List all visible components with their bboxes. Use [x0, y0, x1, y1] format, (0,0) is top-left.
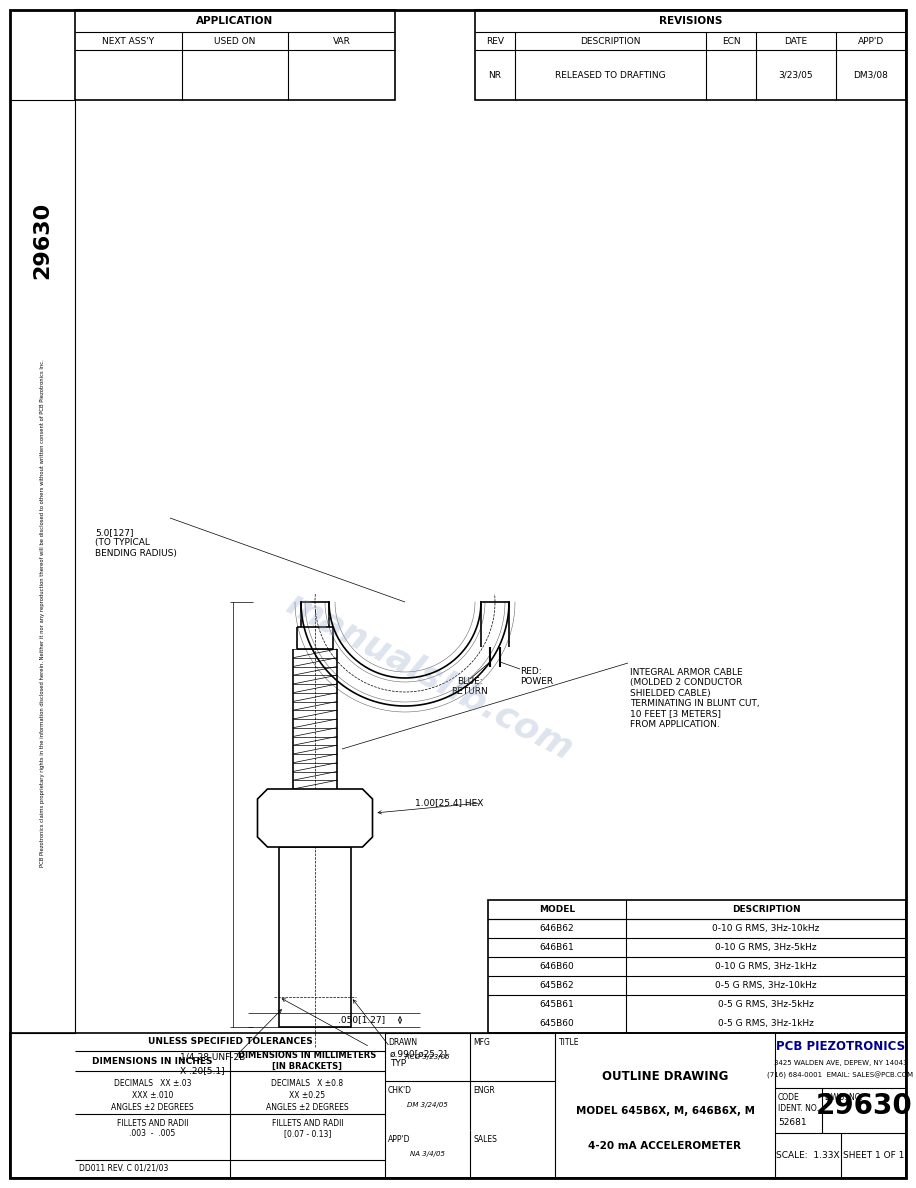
Text: DESCRIPTION: DESCRIPTION	[580, 37, 641, 45]
Text: ANGLES ±2 DEGREES: ANGLES ±2 DEGREES	[111, 1104, 194, 1112]
Text: 645B61: 645B61	[540, 1000, 574, 1009]
Text: INTEGRAL ARMOR CABLE
(MOLDED 2 CONDUCTOR
SHIELDED CABLE)
TERMINATING IN BLUNT CU: INTEGRAL ARMOR CABLE (MOLDED 2 CONDUCTOR…	[630, 668, 759, 729]
Text: DECIMALS   X ±0.8: DECIMALS X ±0.8	[271, 1080, 344, 1088]
Bar	[10, 100, 75, 1034]
Text: SALES: SALES	[473, 1135, 496, 1144]
Text: 0-10 G RMS, 3Hz-10kHz: 0-10 G RMS, 3Hz-10kHz	[713, 924, 820, 933]
Text: 3/23/05: 3/23/05	[779, 70, 813, 80]
Text: DRAWN: DRAWN	[388, 1038, 417, 1047]
Text: NA 3/4/05: NA 3/4/05	[410, 1151, 445, 1157]
Text: CODE: CODE	[778, 1093, 800, 1102]
Text: 3425 WALDEN AVE, DEPEW, NY 14043: 3425 WALDEN AVE, DEPEW, NY 14043	[774, 1060, 907, 1066]
Text: VAR: VAR	[333, 37, 351, 45]
Text: UNLESS SPECIFIED TOLERANCES: UNLESS SPECIFIED TOLERANCES	[147, 1037, 312, 1047]
Text: 646B62: 646B62	[540, 924, 574, 933]
Text: PCB PIEZOTRONICS: PCB PIEZOTRONICS	[776, 1041, 905, 1054]
Text: DM 3/24/05: DM 3/24/05	[407, 1102, 448, 1108]
Text: SCALE:  1.33X: SCALE: 1.33X	[776, 1151, 840, 1159]
Text: 645B62: 645B62	[540, 981, 574, 990]
Text: DESCRIPTION: DESCRIPTION	[732, 905, 801, 914]
Text: MODEL 645B6X, M, 646B6X, M: MODEL 645B6X, M, 646B6X, M	[575, 1106, 755, 1117]
Text: 0-10 G RMS, 3Hz-1kHz: 0-10 G RMS, 3Hz-1kHz	[715, 962, 817, 971]
Text: RCG 3/23/05: RCG 3/23/05	[405, 1054, 450, 1060]
Text: 1/4-28 UNF-2B: 1/4-28 UNF-2B	[180, 1053, 245, 1062]
Text: BLUE:
RETURN: BLUE: RETURN	[452, 677, 488, 696]
Text: DIMENSIONS IN INCHES: DIMENSIONS IN INCHES	[93, 1056, 213, 1066]
Text: MODEL: MODEL	[539, 905, 575, 914]
Text: [0.07 - 0.13]: [0.07 - 0.13]	[284, 1130, 332, 1138]
Bar	[295, 804, 335, 832]
Text: SHEET 1 OF 1: SHEET 1 OF 1	[843, 1151, 904, 1159]
Text: RED:
POWER: RED: POWER	[520, 666, 553, 687]
Bar	[475, 10, 906, 100]
Text: .050[1.27]: .050[1.27]	[338, 1016, 385, 1024]
Text: XX ±0.25: XX ±0.25	[289, 1092, 325, 1100]
Text: DATE: DATE	[784, 37, 808, 45]
Text: manualslib.com: manualslib.com	[281, 587, 580, 767]
Text: 5.0[127]
(TO TYPICAL
BENDING RADIUS): 5.0[127] (TO TYPICAL BENDING RADIUS)	[95, 527, 177, 558]
Text: 646B61: 646B61	[540, 943, 574, 952]
Text: APP'D: APP'D	[858, 37, 884, 45]
Text: 0-10 G RMS, 3Hz-5kHz: 0-10 G RMS, 3Hz-5kHz	[715, 943, 817, 952]
Text: APPLICATION: APPLICATION	[196, 15, 274, 26]
Text: DWG. NO.: DWG. NO.	[825, 1093, 863, 1102]
Text: 646B60: 646B60	[540, 962, 574, 971]
Text: DM3/08: DM3/08	[854, 70, 889, 80]
Text: 0-5 G RMS, 3Hz-5kHz: 0-5 G RMS, 3Hz-5kHz	[718, 1000, 814, 1009]
Text: USED ON: USED ON	[214, 37, 256, 45]
Text: NR: NR	[488, 70, 501, 80]
Bar	[10, 1034, 906, 1178]
Text: X .20[5.1]: X .20[5.1]	[180, 1067, 224, 1075]
Text: 29630: 29630	[816, 1092, 912, 1119]
Text: (716) 684-0001  EMAIL: SALES@PCB.COM: (716) 684-0001 EMAIL: SALES@PCB.COM	[768, 1072, 913, 1079]
Bar	[75, 10, 395, 100]
Bar	[279, 847, 351, 1026]
Text: 645B60: 645B60	[540, 1019, 574, 1028]
Text: 0-5 G RMS, 3Hz-10kHz: 0-5 G RMS, 3Hz-10kHz	[715, 981, 817, 990]
Text: ANGLES ±2 DEGREES: ANGLES ±2 DEGREES	[267, 1104, 349, 1112]
Text: XXX ±.010: XXX ±.010	[132, 1092, 173, 1100]
Text: FILLETS AND RADII: FILLETS AND RADII	[116, 1119, 189, 1129]
Text: .003  -  .005: .003 - .005	[129, 1130, 176, 1138]
Text: 0-5 G RMS, 3Hz-1kHz: 0-5 G RMS, 3Hz-1kHz	[718, 1019, 814, 1028]
Text: ECN: ECN	[722, 37, 740, 45]
Text: MFG: MFG	[473, 1038, 490, 1047]
Text: DD011 REV. C 01/21/03: DD011 REV. C 01/21/03	[79, 1163, 169, 1173]
Text: ø.990[ø25.2]
TYP: ø.990[ø25.2] TYP	[390, 1049, 448, 1068]
Text: PCB Piezotronics claims proprietary rights in the information disclosed herein. : PCB Piezotronics claims proprietary righ…	[40, 359, 45, 867]
Text: TITLE: TITLE	[559, 1038, 580, 1047]
Text: APP'D: APP'D	[388, 1135, 410, 1144]
Text: 1.00[25.4] HEX: 1.00[25.4] HEX	[415, 798, 483, 808]
Bar	[488, 901, 906, 1034]
Text: ENGR: ENGR	[473, 1086, 495, 1095]
Polygon shape	[257, 789, 373, 847]
Text: 29630: 29630	[32, 201, 52, 278]
Text: CHK'D: CHK'D	[388, 1086, 412, 1095]
Text: NEXT ASS'Y: NEXT ASS'Y	[103, 37, 155, 45]
Text: OUTLINE DRAWING: OUTLINE DRAWING	[602, 1070, 728, 1083]
Text: 52681: 52681	[778, 1118, 807, 1127]
Text: REVISIONS: REVISIONS	[659, 15, 722, 26]
Text: REV: REV	[486, 37, 504, 45]
Text: IDENT. NO.: IDENT. NO.	[778, 1104, 819, 1113]
Text: 4-20 mA ACCELEROMETER: 4-20 mA ACCELEROMETER	[588, 1142, 741, 1151]
Text: DIMENSIONS IN MILLIMETERS
[IN BRACKETS]: DIMENSIONS IN MILLIMETERS [IN BRACKETS]	[238, 1051, 376, 1070]
Text: FILLETS AND RADII: FILLETS AND RADII	[272, 1119, 344, 1129]
Text: RELEASED TO DRAFTING: RELEASED TO DRAFTING	[555, 70, 666, 80]
Text: DECIMALS   XX ±.03: DECIMALS XX ±.03	[114, 1080, 191, 1088]
